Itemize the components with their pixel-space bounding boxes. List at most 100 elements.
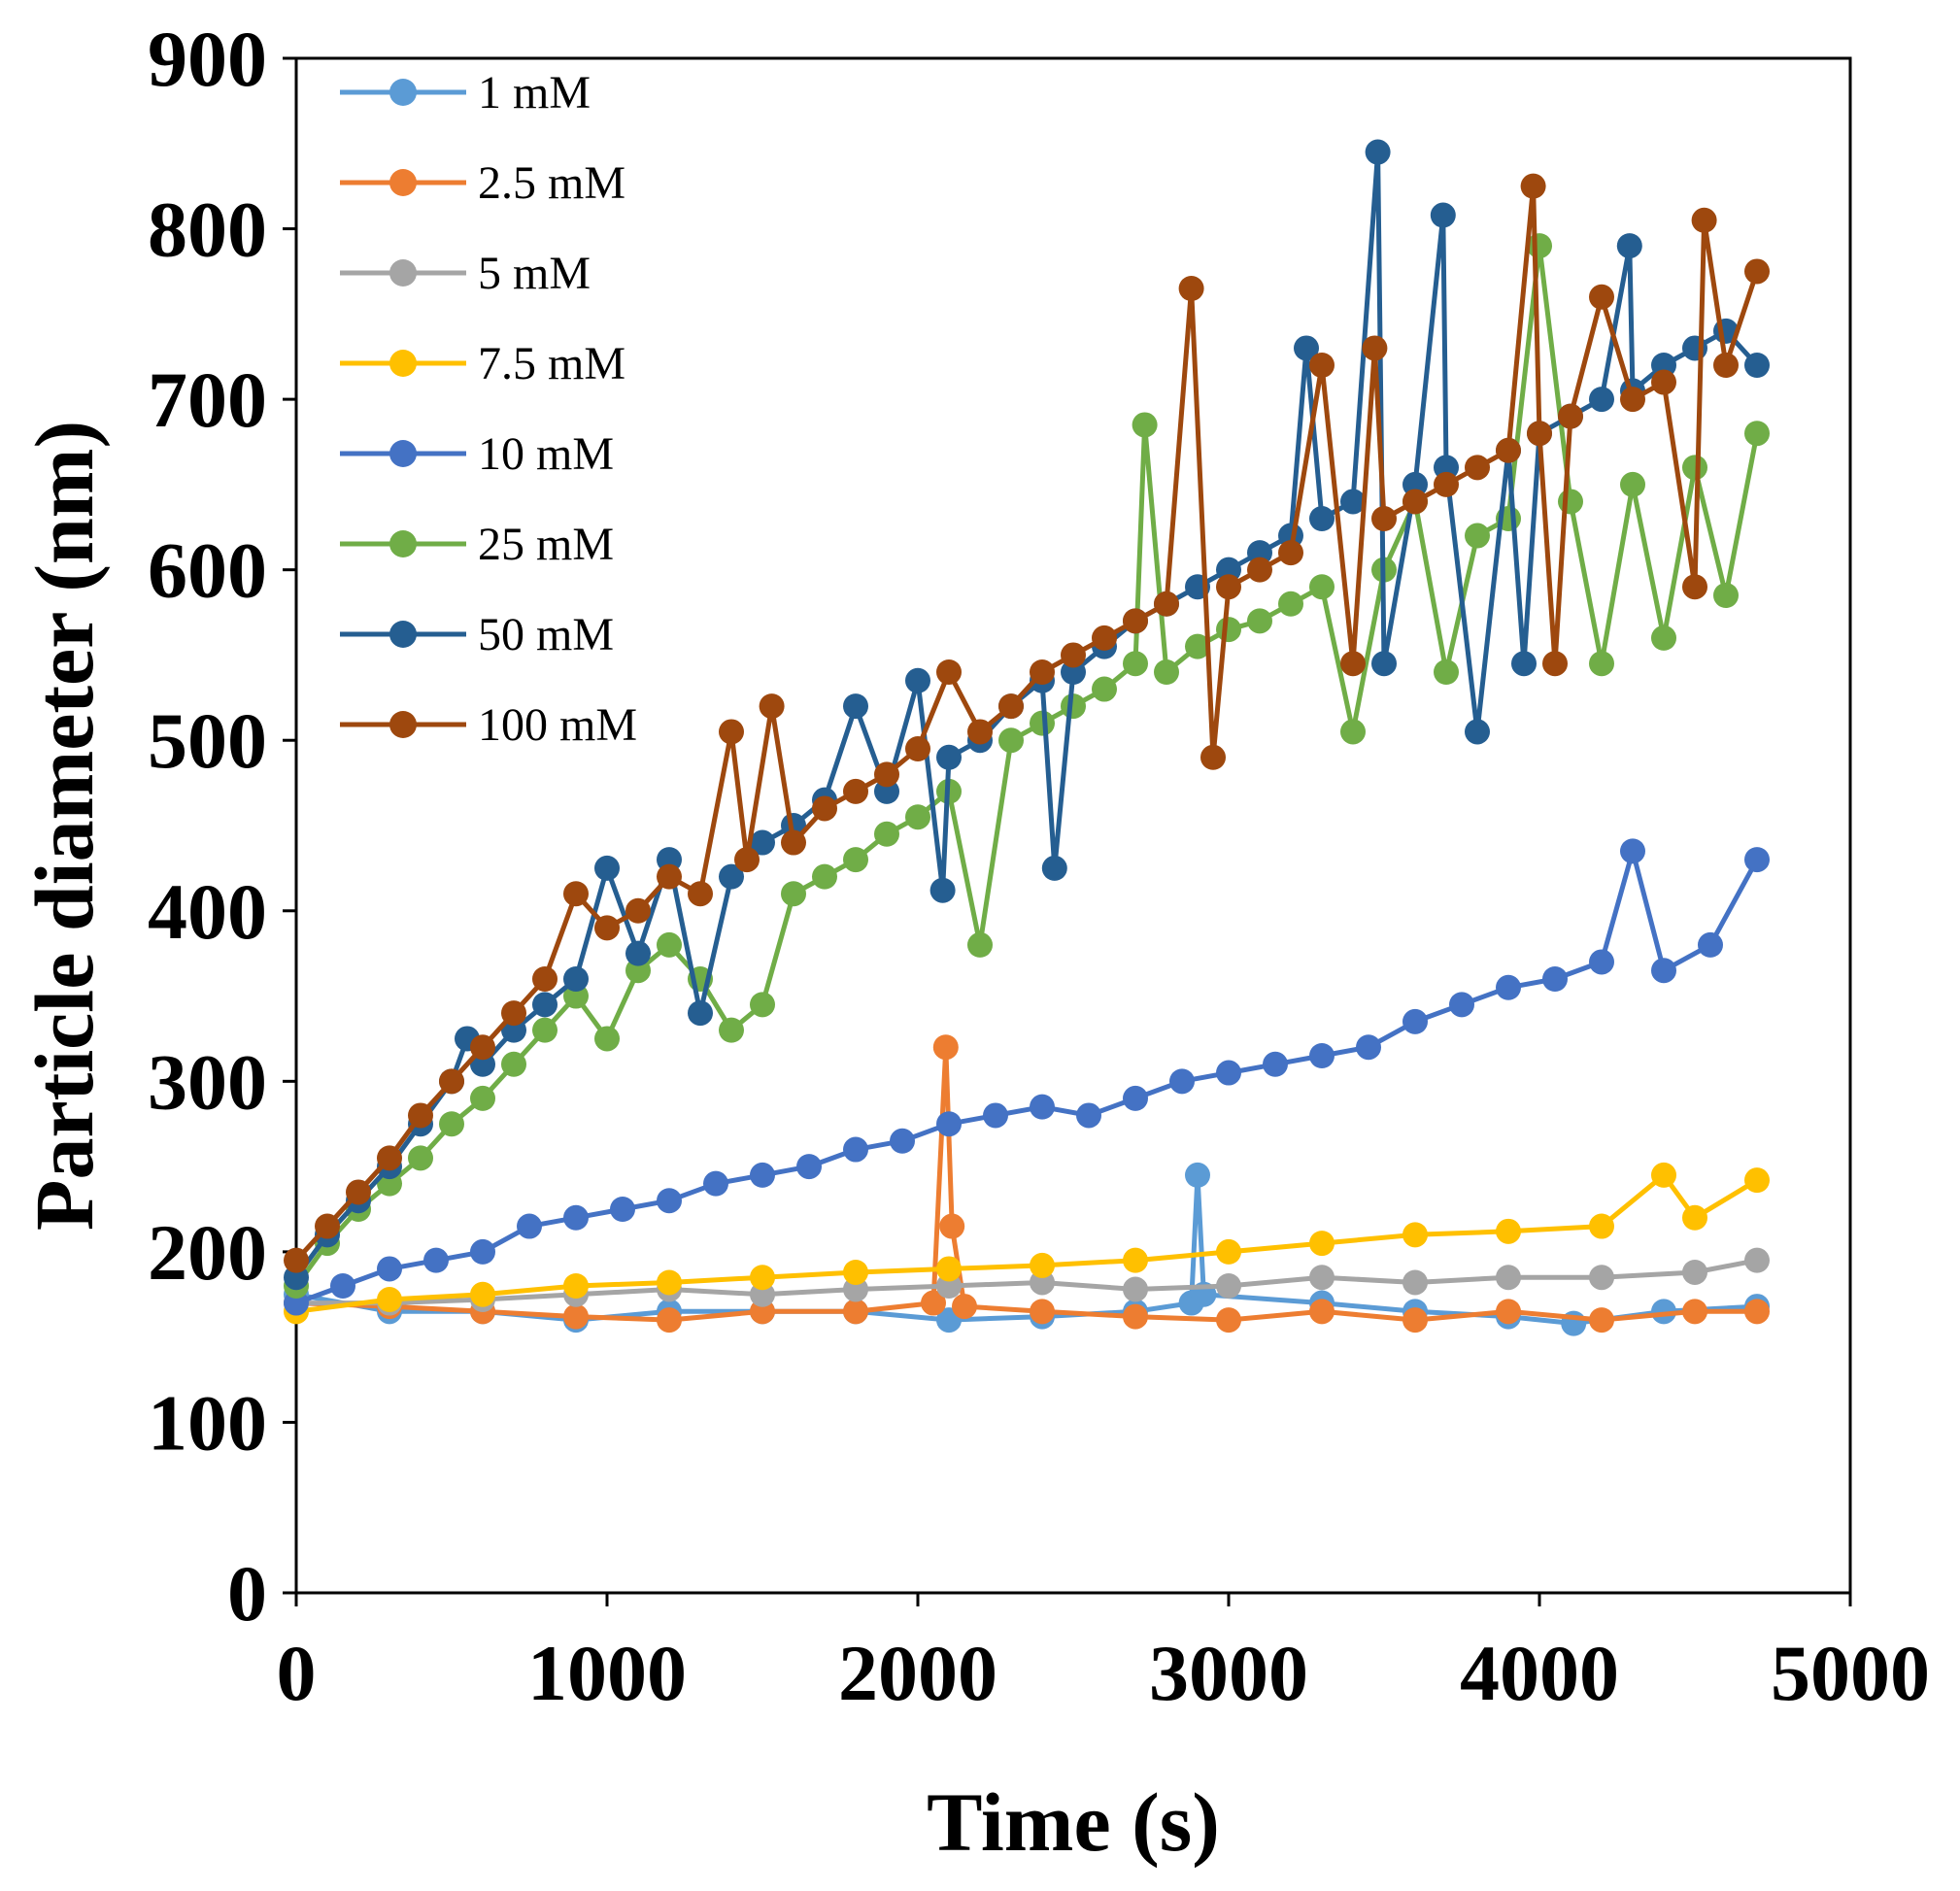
data-point [1589,387,1614,413]
data-point [330,1273,355,1299]
data-point [1744,847,1770,873]
plot-area-frame [294,56,1852,1595]
data-point [843,847,868,873]
data-point [1309,1299,1335,1325]
data-point [423,1247,449,1273]
data-point [657,931,682,958]
data-point [921,1290,946,1316]
x-axis-title: Time (s) [927,1775,1220,1869]
legend-marker [389,440,417,467]
data-point [657,1269,682,1296]
data-point [1263,1051,1288,1077]
legend-label: 7.5 mM [478,338,625,389]
data-point [967,719,993,745]
series-line [294,184,1760,1263]
legend-label: 2.5 mM [478,157,625,209]
data-point [1200,744,1226,770]
data-point [952,1294,977,1320]
data-point [1402,1269,1428,1296]
data-point [703,1170,728,1197]
data-point [1123,1085,1148,1111]
data-point [1713,583,1739,608]
data-point [1132,412,1158,438]
legend-item: 5 mM [340,248,591,299]
data-point [470,1034,495,1061]
data-point [1216,574,1241,600]
data-point [1744,421,1770,447]
data-point [1744,1299,1770,1325]
data-point [874,761,899,788]
data-point [501,1051,526,1077]
legend-marker [389,259,417,287]
data-point [1558,403,1583,429]
data-point [781,881,806,907]
data-point [408,1145,433,1171]
data-point [1309,574,1335,600]
data-point [998,693,1024,720]
data-point [1682,1259,1707,1285]
legend-marker [389,169,417,196]
data-point [905,667,930,693]
data-point [1511,651,1537,677]
data-point [1744,1247,1770,1273]
data-point [1340,651,1366,677]
data-point [1216,1060,1241,1086]
data-point [563,1303,589,1330]
data-point [1542,651,1568,677]
data-point [1169,1068,1195,1095]
data-point [439,1068,464,1095]
data-point [781,829,806,856]
data-point [1402,489,1428,515]
data-point [1620,387,1645,413]
legend-marker [389,530,417,557]
data-point [750,992,775,1018]
data-point [1402,1008,1428,1034]
legend-label: 50 mM [478,609,614,660]
data-point [1744,1167,1770,1194]
legend-label: 10 mM [478,428,614,480]
series-7-5-mm [284,1162,1770,1325]
data-point [719,719,744,745]
data-point [1698,931,1723,958]
data-point [563,1273,589,1299]
legend-marker [389,621,417,648]
data-point [532,992,558,1018]
data-point [1465,523,1490,549]
data-point [625,940,651,966]
data-point [1340,489,1366,515]
data-point [1713,353,1739,378]
y-tick-label: 100 [148,1378,267,1467]
x-tick-label: 0 [277,1629,317,1717]
data-point [1651,958,1676,984]
legend-label: 25 mM [478,519,614,570]
data-point [719,863,744,890]
legend-item: 7.5 mM [340,338,625,389]
data-point [843,693,868,720]
data-point [1496,1299,1521,1325]
data-point [1123,1303,1148,1330]
data-point [1061,642,1086,668]
data-point [1309,1043,1335,1068]
y-axis-title: Particle diameter (nm) [17,421,111,1231]
data-point [1496,1265,1521,1291]
data-point [734,847,760,873]
data-point [408,1102,433,1129]
data-point [1651,625,1676,651]
data-point [1682,1204,1707,1231]
data-point [750,1162,775,1188]
data-point [1691,207,1717,233]
data-point [1589,1213,1614,1239]
data-point [983,1102,1008,1129]
data-point [1030,1252,1055,1278]
y-tick-label: 400 [148,867,267,956]
data-point [563,966,589,992]
data-point [1154,591,1179,617]
y-tick-label: 800 [148,186,267,274]
data-point [594,855,620,881]
data-point [1496,974,1521,1000]
legend-label: 100 mM [478,699,637,751]
x-tick-label: 3000 [1149,1629,1308,1717]
data-point [1030,1094,1055,1120]
data-point [843,1136,868,1163]
